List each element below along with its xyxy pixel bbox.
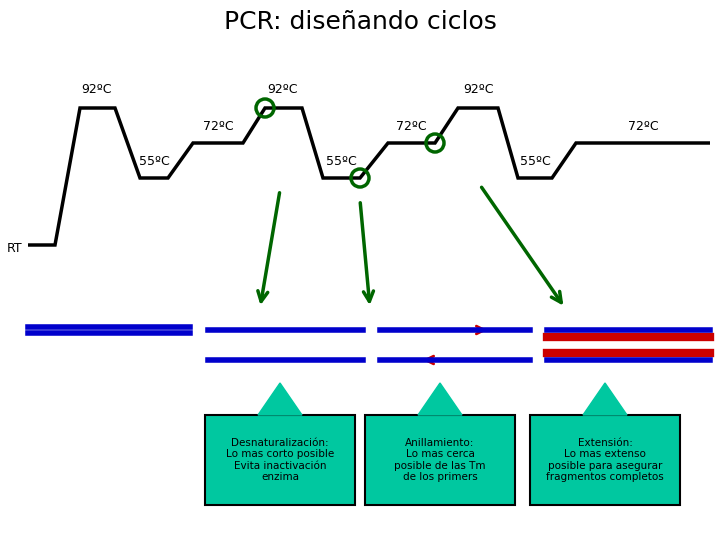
Polygon shape bbox=[583, 383, 627, 415]
Text: 72ºC: 72ºC bbox=[203, 120, 233, 133]
Text: 92ºC: 92ºC bbox=[268, 83, 298, 96]
Text: 72ºC: 72ºC bbox=[628, 120, 658, 133]
Text: Extensión:
Lo mas extenso
posible para asegurar
fragmentos completos: Extensión: Lo mas extenso posible para a… bbox=[546, 437, 664, 482]
Text: RT: RT bbox=[6, 241, 22, 254]
Text: 92ºC: 92ºC bbox=[82, 83, 112, 96]
FancyBboxPatch shape bbox=[365, 415, 515, 505]
Polygon shape bbox=[418, 383, 462, 415]
FancyBboxPatch shape bbox=[205, 415, 355, 505]
Text: PCR: diseñando ciclos: PCR: diseñando ciclos bbox=[224, 10, 496, 34]
Text: 55ºC: 55ºC bbox=[520, 155, 550, 168]
Text: Anillamiento:
Lo mas cerca
posible de las Tm
de los primers: Anillamiento: Lo mas cerca posible de la… bbox=[395, 437, 486, 482]
Text: Desnaturalización:
Lo mas corto posible
Evita inactivación
enzima: Desnaturalización: Lo mas corto posible … bbox=[226, 437, 334, 482]
Polygon shape bbox=[258, 383, 302, 415]
Text: 72ºC: 72ºC bbox=[396, 120, 426, 133]
Text: 55ºC: 55ºC bbox=[325, 155, 356, 168]
FancyBboxPatch shape bbox=[530, 415, 680, 505]
Text: 55ºC: 55ºC bbox=[139, 155, 169, 168]
Text: 92ºC: 92ºC bbox=[463, 83, 493, 96]
